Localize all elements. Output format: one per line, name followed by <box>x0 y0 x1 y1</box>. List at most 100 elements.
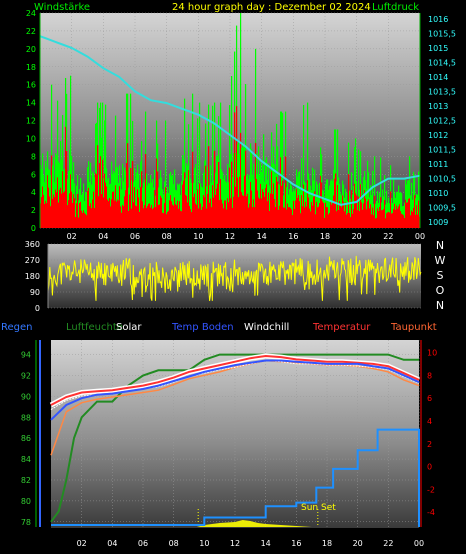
humidity-y-tick: 84 <box>21 455 31 464</box>
avg-wind-bar <box>383 209 385 228</box>
pressure-y-tick: 1010 <box>428 189 448 198</box>
avg-wind-bar <box>160 195 162 228</box>
avg-wind-bar <box>112 191 114 228</box>
wind-bar <box>282 113 284 228</box>
wind-bar <box>233 153 235 228</box>
wind-bar <box>101 137 103 228</box>
wind-bar <box>206 186 208 228</box>
avg-wind-bar <box>173 205 175 228</box>
avg-wind-bar <box>140 187 142 228</box>
avg-wind-bar <box>336 211 338 228</box>
avg-wind-bar <box>133 202 135 228</box>
avg-wind-bar <box>109 197 111 228</box>
avg-wind-bar <box>297 197 299 228</box>
temperature-x-tick: 02 <box>77 539 87 548</box>
avg-wind-bar <box>52 198 54 228</box>
avg-wind-bar <box>269 211 271 228</box>
avg-wind-bar <box>371 214 373 228</box>
avg-wind-bar <box>364 189 366 228</box>
wind-bar <box>229 105 231 228</box>
wind-bar <box>165 120 167 228</box>
wind-y-tick: 4 <box>31 188 36 197</box>
humidity-y-tick: 90 <box>21 392 31 401</box>
avg-wind-bar <box>162 212 164 228</box>
avg-wind-bar <box>392 213 394 228</box>
avg-wind-bar <box>87 190 89 228</box>
avg-wind-bar <box>154 189 156 228</box>
avg-wind-bar <box>145 154 147 228</box>
wind-bar <box>401 193 403 228</box>
avg-wind-bar <box>245 150 247 228</box>
avg-wind-bar <box>170 195 172 228</box>
avg-wind-bar <box>233 196 235 228</box>
avg-wind-bar <box>396 205 398 228</box>
avg-wind-bar <box>185 194 187 228</box>
avg-wind-bar <box>102 159 104 228</box>
wind-bar <box>411 182 413 228</box>
avg-wind-bar <box>107 199 109 228</box>
wind-x-tick: 14 <box>257 232 267 241</box>
avg-wind-bar <box>63 192 65 228</box>
wind-bar <box>190 178 192 228</box>
avg-wind-bar <box>209 202 211 228</box>
compass-label: N <box>436 299 444 312</box>
wind-bar <box>167 186 169 228</box>
avg-wind-bar <box>279 205 281 228</box>
avg-wind-bar <box>220 179 222 228</box>
avg-wind-bar <box>315 214 317 228</box>
compass-label: O <box>436 284 445 297</box>
avg-wind-bar <box>290 207 292 228</box>
wind-bar <box>122 163 124 228</box>
avg-wind-bar <box>333 195 335 228</box>
wind-bar <box>230 154 232 228</box>
wind-x-tick: 12 <box>225 232 235 241</box>
avg-wind-bar <box>372 207 374 228</box>
avg-wind-bar <box>293 200 295 228</box>
avg-wind-bar <box>373 215 375 228</box>
avg-wind-bar <box>79 203 81 228</box>
avg-wind-bar <box>246 196 248 228</box>
avg-wind-bar <box>355 193 357 228</box>
avg-wind-bar <box>298 195 300 228</box>
wind-bar <box>376 200 378 228</box>
avg-wind-bar <box>388 211 390 228</box>
temperature-x-tick: 06 <box>138 539 148 548</box>
avg-wind-bar <box>57 177 59 228</box>
avg-wind-bar <box>240 132 242 228</box>
avg-wind-bar <box>178 208 180 228</box>
humidity-y-ticks: 94 92 90 88 86 84 82 80 78 <box>21 351 31 527</box>
avg-wind-bar <box>366 209 368 228</box>
avg-wind-bar <box>393 209 395 228</box>
temperature-y-ticks: 10 8 6 4 2 0 -2 -4 <box>427 349 437 518</box>
avg-wind-bar <box>150 207 152 228</box>
avg-wind-bar <box>321 182 323 228</box>
avg-wind-bar <box>179 201 181 228</box>
avg-wind-bar <box>413 207 415 228</box>
wind-bar <box>299 171 301 228</box>
wind-bar <box>252 174 254 228</box>
avg-wind-bar <box>300 213 302 228</box>
wind-bar <box>115 115 117 228</box>
avg-wind-bar <box>66 150 68 228</box>
wind-bar <box>222 172 224 228</box>
wind-bar <box>350 198 352 228</box>
wind-bar <box>331 179 333 228</box>
avg-wind-bar <box>149 203 151 228</box>
avg-wind-bar <box>232 207 234 228</box>
wind-bar <box>300 189 302 228</box>
avg-wind-bar <box>347 212 349 228</box>
wind-bar <box>85 192 87 228</box>
avg-wind-bar <box>124 196 126 228</box>
wind-bar <box>385 204 387 228</box>
avg-wind-bar <box>268 192 270 228</box>
avg-wind-bar <box>354 183 356 228</box>
avg-wind-bar <box>353 209 355 228</box>
avg-wind-bar <box>389 212 391 228</box>
wind-x-tick: 08 <box>162 232 172 241</box>
avg-wind-bar <box>271 171 273 228</box>
avg-wind-bar <box>230 198 232 228</box>
wind-bar <box>241 147 243 228</box>
avg-wind-bar <box>76 203 78 228</box>
avg-wind-bar <box>362 209 364 228</box>
avg-wind-bar <box>288 207 290 228</box>
